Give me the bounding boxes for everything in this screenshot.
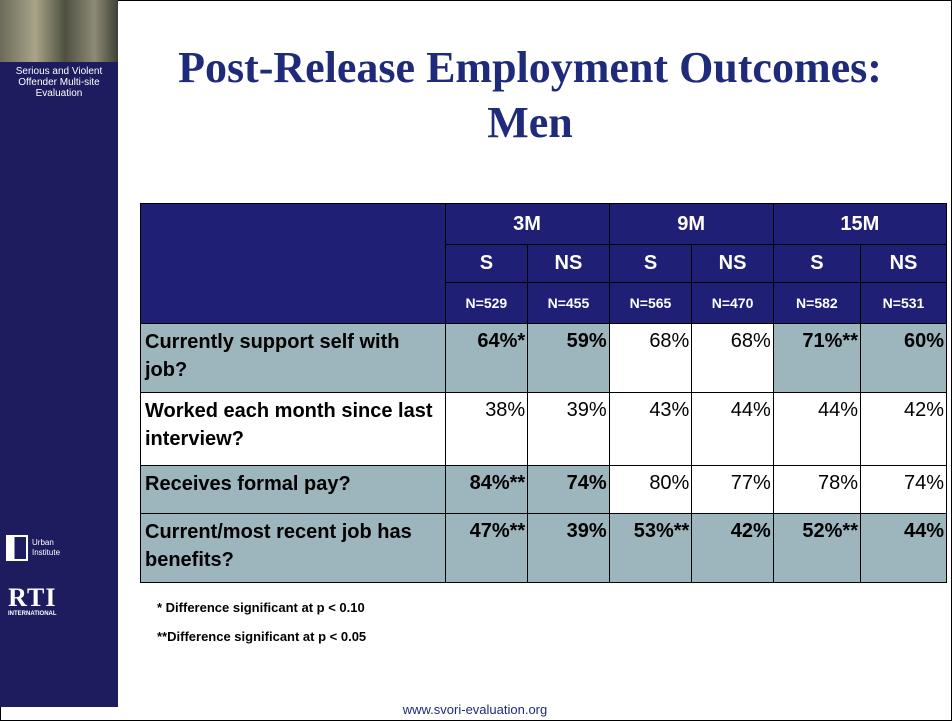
n-header: N=529 xyxy=(444,282,529,324)
sidebar: Serious and Violent Offender Multi-site … xyxy=(0,0,118,707)
value-cell: 47%** xyxy=(444,513,529,583)
value-cell: 42% xyxy=(860,392,947,466)
urban-text: Urban Institute xyxy=(32,538,61,557)
value-cell: 42% xyxy=(691,513,774,583)
value-cell: 84%** xyxy=(444,465,529,514)
value-cell: 74% xyxy=(860,465,947,514)
rti-logo: RTI INTERNATIONAL xyxy=(8,583,57,618)
value-cell: 38% xyxy=(444,392,529,466)
period-header: 3M xyxy=(444,203,610,245)
data-table: 3M 9M 15M S NS S NS S NS N=529 N=455 N=565 N=470 N=58… xyxy=(140,203,948,583)
value-cell: 59% xyxy=(527,323,610,393)
data-row: Current/most recent job has benefits? 47%… xyxy=(140,513,947,583)
n-header: N=531 xyxy=(860,282,947,324)
photo xyxy=(0,0,118,62)
group-header: S xyxy=(608,244,693,283)
row-label: Currently support self with job? xyxy=(140,323,446,393)
value-cell: 44% xyxy=(691,392,774,466)
value-cell: 44% xyxy=(772,392,862,466)
row-label: Worked each month since last interview? xyxy=(140,392,446,466)
urban-logo: Urban Institute xyxy=(6,535,66,561)
header-row: 3M 9M 15M xyxy=(140,203,948,324)
footnote: * Difference significant at p < 0.10 xyxy=(157,600,365,615)
footnote: **Difference significant at p < 0.05 xyxy=(157,629,367,644)
value-cell: 80% xyxy=(608,465,693,514)
rti-text: RTI xyxy=(8,583,57,612)
n-header: N=582 xyxy=(772,282,862,324)
row-label: Current/most recent job has benefits? xyxy=(140,513,446,583)
data-row: Currently support self with job? 64%* 59% 6… xyxy=(140,323,947,393)
n-header: N=565 xyxy=(608,282,693,324)
data-row: Worked each month since last interview? 3… xyxy=(140,392,947,466)
n-header: N=455 xyxy=(527,282,610,324)
header-row: N=529 N=455 N=565 N=470 N=582 N=531 xyxy=(141,282,947,324)
group-header: S xyxy=(772,244,862,283)
value-cell: 74% xyxy=(527,465,610,514)
n-header: N=470 xyxy=(691,282,774,324)
value-cell: 52%** xyxy=(772,513,862,583)
value-cell: 78% xyxy=(772,465,862,514)
period-header: 9M xyxy=(608,203,774,245)
rti-sub: INTERNATIONAL xyxy=(8,611,57,617)
footer-url: www.svori-evaluation.org xyxy=(402,702,548,717)
value-cell: 44% xyxy=(860,513,947,583)
value-cell: 68% xyxy=(691,323,774,393)
value-cell: 53%** xyxy=(608,513,693,583)
group-header: NS xyxy=(860,244,947,283)
value-cell: 43% xyxy=(608,392,693,466)
group-header: NS xyxy=(527,244,610,283)
value-cell: 39% xyxy=(527,513,610,583)
period-header: 15M xyxy=(772,203,948,245)
row-label: Receives formal pay? xyxy=(140,465,446,514)
group-header: S xyxy=(444,244,529,283)
group-header: NS xyxy=(691,244,774,283)
header-row: S NS S NS S NS xyxy=(141,244,947,283)
value-cell: 77% xyxy=(691,465,774,514)
corner-cell xyxy=(140,203,446,324)
data-row: Receives formal pay? 84%** 74% 80% 77% 78% 74% xyxy=(140,465,947,514)
value-cell: 68% xyxy=(608,323,693,393)
value-cell: 71%** xyxy=(772,323,862,393)
urban-icon xyxy=(6,535,28,561)
slide-title: Post-Release Employment Outcomes: Men xyxy=(178,43,882,147)
value-cell: 60% xyxy=(860,323,947,393)
value-cell: 39% xyxy=(527,392,610,466)
value-cell: 64%* xyxy=(444,323,529,393)
sidebar-caption: Serious and Violent Offender Multi-site … xyxy=(15,66,103,99)
